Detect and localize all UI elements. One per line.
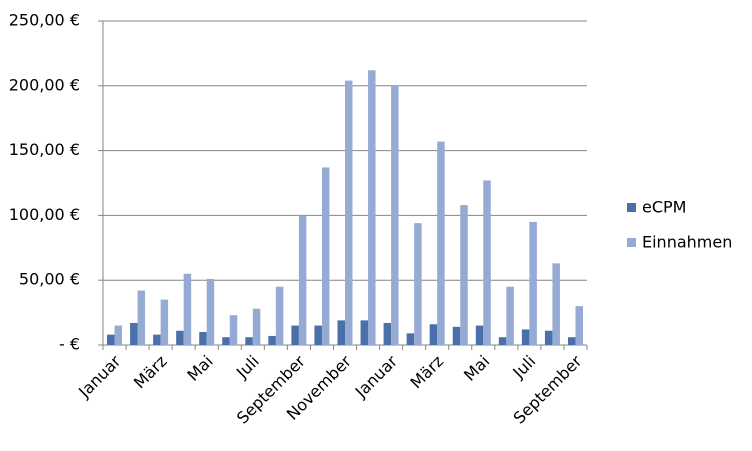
x-tick-label: März [406, 352, 447, 393]
y-tick-label: 200,00 € [9, 75, 80, 94]
x-tick-label: Mai [460, 352, 493, 385]
legend-swatch [627, 238, 636, 247]
y-tick-label: - € [59, 335, 80, 354]
bar [153, 334, 161, 345]
bar [437, 141, 445, 345]
bar [160, 299, 169, 345]
bar [245, 337, 253, 345]
bar [529, 221, 537, 345]
x-tick-label: Januar [351, 351, 402, 402]
y-tick-label: 100,00 € [9, 205, 80, 224]
bar [298, 215, 307, 345]
bar [314, 325, 322, 345]
bar [114, 325, 123, 345]
x-tick-label: Juli [232, 352, 263, 383]
bar [452, 326, 461, 345]
bar [483, 180, 491, 345]
bar [544, 330, 553, 345]
bar [498, 337, 507, 345]
bar [176, 330, 184, 345]
x-tick-label: Mai [183, 352, 216, 385]
bar [229, 315, 238, 345]
bar [199, 332, 207, 345]
bar [567, 337, 576, 345]
legend-label: eCPM [642, 198, 686, 217]
bar [360, 320, 369, 345]
bar [506, 286, 514, 345]
y-tick-label: 50,00 € [19, 270, 80, 289]
legend-label: Einnahmen [642, 233, 732, 252]
y-tick-label: 250,00 € [9, 11, 80, 30]
bar [391, 85, 399, 346]
bar [252, 308, 261, 345]
x-tick-label: März [130, 352, 171, 393]
bar [414, 223, 422, 345]
bar [406, 333, 415, 345]
bar [475, 325, 484, 345]
bar [275, 286, 284, 345]
bar [429, 324, 438, 345]
bar [137, 290, 146, 345]
bar [107, 334, 115, 345]
legend-swatch [627, 203, 636, 212]
bar [130, 322, 138, 345]
bar [206, 278, 215, 345]
bar [222, 337, 230, 345]
bar [575, 306, 583, 345]
bar [521, 329, 530, 345]
bar [337, 320, 345, 345]
bar [460, 205, 468, 345]
bar [383, 322, 392, 345]
bar [368, 70, 376, 346]
x-tick-label: Januar [74, 351, 125, 402]
y-tick-label: 150,00 € [9, 140, 80, 159]
bar [268, 335, 276, 345]
bar [345, 80, 353, 345]
bar [183, 273, 192, 345]
x-tick-label: Juli [508, 352, 539, 383]
bar [552, 263, 560, 345]
bar [291, 325, 299, 345]
bar [321, 167, 330, 345]
